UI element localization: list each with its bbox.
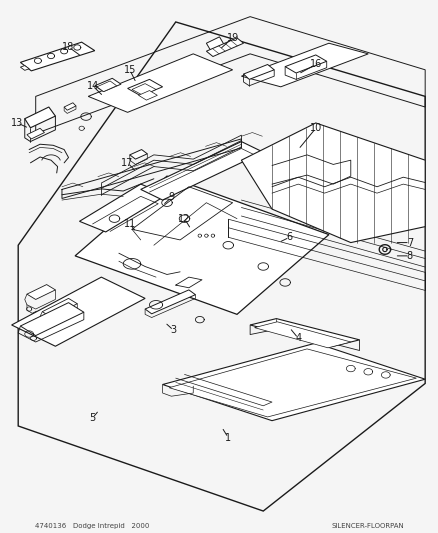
Polygon shape <box>27 128 44 139</box>
Text: 6: 6 <box>286 232 292 243</box>
Text: 5: 5 <box>89 413 95 423</box>
Text: 3: 3 <box>170 325 176 335</box>
Text: 14: 14 <box>86 81 99 91</box>
Polygon shape <box>12 277 145 346</box>
Polygon shape <box>132 84 155 95</box>
Polygon shape <box>145 290 195 314</box>
Polygon shape <box>206 38 243 56</box>
Polygon shape <box>42 298 77 317</box>
Text: 19: 19 <box>226 33 238 43</box>
Polygon shape <box>285 55 326 73</box>
Polygon shape <box>254 322 350 348</box>
Polygon shape <box>20 303 84 336</box>
Polygon shape <box>250 319 359 346</box>
Text: 4740136   Dodge Intrepid   2000: 4740136 Dodge Intrepid 2000 <box>35 523 149 529</box>
Text: 12: 12 <box>178 214 190 224</box>
Text: 10: 10 <box>309 123 321 133</box>
Text: 16: 16 <box>309 60 321 69</box>
Text: 18: 18 <box>62 42 74 52</box>
Polygon shape <box>130 150 147 159</box>
Polygon shape <box>27 285 55 300</box>
Text: 7: 7 <box>406 238 412 247</box>
Polygon shape <box>138 91 157 100</box>
Polygon shape <box>79 184 166 232</box>
Text: 15: 15 <box>124 65 136 75</box>
Polygon shape <box>241 123 424 243</box>
Polygon shape <box>20 66 29 70</box>
Polygon shape <box>162 343 424 421</box>
Polygon shape <box>64 103 76 110</box>
Text: 1: 1 <box>225 433 231 443</box>
Polygon shape <box>20 42 95 71</box>
Polygon shape <box>127 79 162 96</box>
Polygon shape <box>241 43 367 87</box>
Polygon shape <box>95 78 121 92</box>
Text: 4: 4 <box>294 333 300 343</box>
Polygon shape <box>169 349 416 417</box>
Polygon shape <box>97 81 117 92</box>
Text: 13: 13 <box>11 118 23 128</box>
Text: 17: 17 <box>121 158 134 168</box>
Polygon shape <box>141 142 263 200</box>
Polygon shape <box>88 54 232 112</box>
Polygon shape <box>75 176 328 314</box>
Polygon shape <box>243 64 274 79</box>
Text: 11: 11 <box>124 219 136 229</box>
Text: SILENCER-FLOORPAN: SILENCER-FLOORPAN <box>330 523 403 529</box>
Text: 9: 9 <box>168 192 174 203</box>
Text: 8: 8 <box>406 251 412 261</box>
Polygon shape <box>206 37 223 51</box>
Polygon shape <box>25 107 55 128</box>
